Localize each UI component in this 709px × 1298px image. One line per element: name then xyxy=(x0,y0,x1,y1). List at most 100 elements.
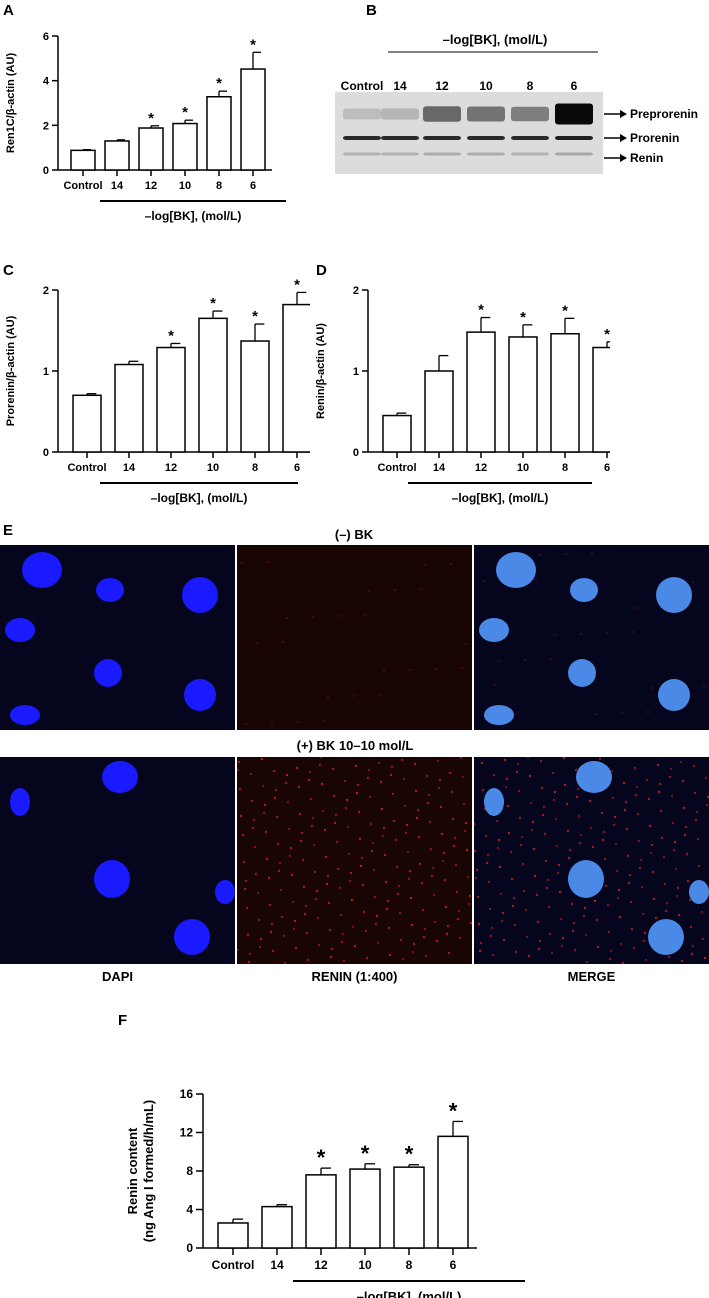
renin-signal xyxy=(672,848,676,852)
renin-signal xyxy=(378,693,382,697)
renin-signal xyxy=(308,770,312,774)
renin-signal xyxy=(395,865,399,869)
renin-signal xyxy=(420,881,424,885)
renin-signal xyxy=(654,916,658,920)
renin-signal xyxy=(617,888,621,892)
blot-lane-label: 10 xyxy=(479,79,493,93)
renin-signal xyxy=(606,903,610,907)
renin-signal xyxy=(541,813,545,817)
renin-signal xyxy=(492,773,496,777)
renin-signal xyxy=(469,921,472,925)
y-tick-label: 2 xyxy=(43,120,49,132)
renin-signal xyxy=(648,824,652,828)
renin-signal xyxy=(345,798,349,802)
renin-signal xyxy=(633,766,637,770)
significance-mark: * xyxy=(405,1142,414,1167)
bar xyxy=(240,340,270,453)
renin-signal xyxy=(557,863,561,867)
renin-signal xyxy=(671,821,675,825)
x-tick-label: 8 xyxy=(562,462,568,474)
renin-signal xyxy=(464,642,468,646)
renin-signal xyxy=(342,959,346,963)
renin-signal xyxy=(245,906,249,910)
nucleus xyxy=(648,919,684,955)
renin-signal xyxy=(705,803,709,807)
renin-signal xyxy=(302,885,306,889)
renin-signal xyxy=(311,816,315,820)
renin-signal xyxy=(638,866,642,870)
renin-signal xyxy=(326,874,330,878)
renin-signal xyxy=(455,890,459,894)
blot-band xyxy=(343,152,381,156)
y-tick-label: 0 xyxy=(43,165,49,177)
y-axis-label-units: (ng Ang I formed/h/mL) xyxy=(141,1100,156,1243)
renin-signal xyxy=(367,589,371,593)
renin-signal xyxy=(237,768,240,772)
renin-signal xyxy=(604,884,608,888)
renin-signal xyxy=(621,961,625,964)
micrograph-background xyxy=(237,757,472,964)
renin-signal xyxy=(305,931,309,935)
bar xyxy=(349,1168,381,1249)
renin-signal xyxy=(563,783,567,787)
renin-signal xyxy=(330,947,334,951)
renin-signal xyxy=(371,841,375,845)
blot-lane-label: 8 xyxy=(527,79,534,93)
renin-signal xyxy=(556,871,560,875)
x-tick-label: 14 xyxy=(433,462,446,474)
renin-signal xyxy=(547,905,551,909)
x-tick-label: 8 xyxy=(216,180,222,192)
x-tick-label: 10 xyxy=(179,180,191,192)
blot-lane-label: 12 xyxy=(435,79,449,93)
renin-signal xyxy=(440,832,444,836)
renin-signal xyxy=(365,956,369,960)
renin-signal xyxy=(579,833,583,837)
renin-signal xyxy=(301,858,305,862)
renin-signal xyxy=(446,924,450,928)
renin-signal xyxy=(238,787,242,791)
renin-signal xyxy=(642,939,646,943)
renin-signal xyxy=(618,915,622,919)
y-axis-label: Renin/β-actin (AU) xyxy=(315,323,327,419)
renin-signal xyxy=(478,949,482,953)
renin-signal xyxy=(387,926,391,930)
renin-signal xyxy=(685,852,689,856)
nucleus xyxy=(94,659,122,687)
renin-signal xyxy=(280,915,284,919)
nucleus xyxy=(102,761,138,793)
renin-signal xyxy=(603,857,607,861)
renin-signal xyxy=(651,870,655,874)
bar xyxy=(172,122,198,171)
nucleus xyxy=(479,618,509,642)
renin-signal xyxy=(474,849,477,853)
renin-signal xyxy=(667,955,671,959)
renin-signal xyxy=(432,893,436,897)
column-caption-dapi: DAPI xyxy=(101,969,134,984)
renin-signal xyxy=(585,960,589,964)
blot-band xyxy=(467,152,505,156)
renin-signal xyxy=(392,819,396,823)
renin-signal xyxy=(602,830,606,834)
renin-signal xyxy=(341,932,345,936)
significance-mark: * xyxy=(520,309,526,326)
renin-signal xyxy=(489,934,493,938)
renin-signal xyxy=(646,710,650,714)
renin-signal xyxy=(625,827,629,831)
renin-signal xyxy=(454,863,458,867)
renin-signal xyxy=(456,917,460,921)
renin-signal xyxy=(285,773,289,777)
renin-signal xyxy=(620,711,624,715)
y-tick-label: 1 xyxy=(353,366,359,378)
renin-signal xyxy=(474,822,476,826)
renin-signal xyxy=(650,686,654,690)
renin-signal xyxy=(477,922,481,926)
x-tick-label: Control xyxy=(63,180,102,192)
renin-signal xyxy=(634,793,638,797)
significance-mark: * xyxy=(168,327,174,344)
renin-signal xyxy=(406,850,410,854)
blot-band xyxy=(555,103,593,125)
renin-signal xyxy=(554,817,558,821)
renin-signal xyxy=(403,804,407,808)
renin-signal xyxy=(526,757,530,759)
column-caption-renin: RENIN (1:400) xyxy=(311,969,398,984)
